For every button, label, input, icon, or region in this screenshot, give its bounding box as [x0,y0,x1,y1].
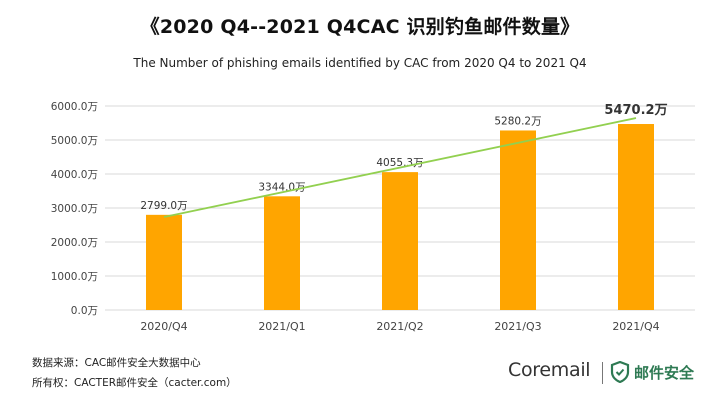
x-tick-label: 2021/Q1 [258,320,305,333]
y-tick-label: 5000.0万 [51,135,98,147]
trendline [163,117,637,218]
data-label: 5280.2万 [494,115,541,127]
x-tick-label: 2020/Q4 [140,320,187,333]
brand-cn-text: 邮件安全 [634,364,695,382]
shield-icon [610,361,630,383]
brand-divider [602,362,603,384]
bar [264,196,300,310]
y-tick-label: 3000.0万 [51,203,98,215]
y-tick-label: 6000.0万 [51,101,98,113]
bar [146,214,182,310]
data-label: 4055.3万 [376,157,423,169]
y-tick-label: 2000.0万 [51,237,98,249]
data-label: 2799.0万 [140,200,187,212]
chart-subtitle: The Number of phishing emails identified… [133,56,587,70]
copyright-note: 所有权：CACTER邮件安全（cacter.com） [32,377,237,389]
bar [500,130,536,310]
y-tick-label: 1000.0万 [51,271,98,283]
bar [618,124,654,310]
x-tick-label: 2021/Q4 [612,320,659,333]
x-tick-label: 2021/Q2 [376,320,423,333]
data-label: 5470.2万 [604,103,667,118]
data-source-note: 数据来源：CAC邮件安全大数据中心 [32,357,201,369]
x-tick-label: 2021/Q3 [494,320,541,333]
coremail-logo-text: Coremail [508,359,591,381]
y-tick-label: 4000.0万 [51,169,98,181]
y-tick-label: 0.0万 [71,305,98,317]
bar [382,172,418,310]
chart-title: 《2020 Q4--2021 Q4CAC 识别钓鱼邮件数量》 [140,16,580,38]
